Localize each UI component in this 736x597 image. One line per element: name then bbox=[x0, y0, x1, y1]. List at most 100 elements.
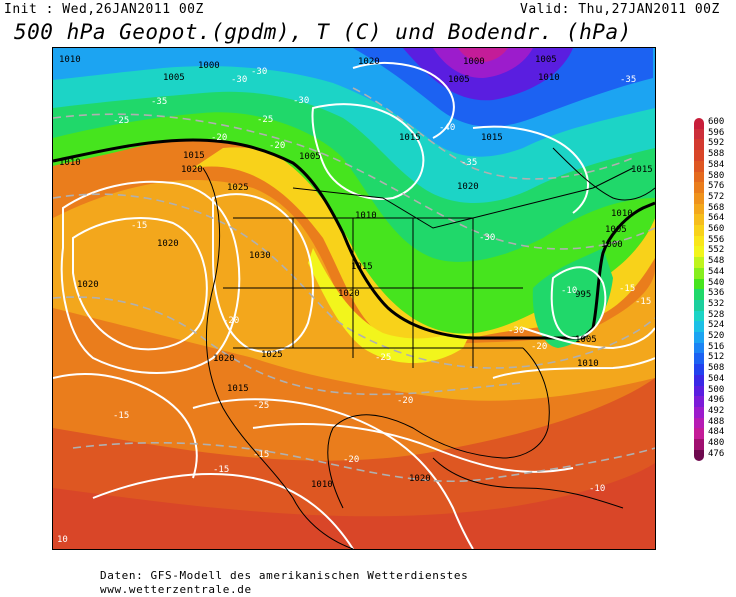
legend-label: 484 bbox=[708, 427, 725, 438]
legend-label: 508 bbox=[708, 363, 725, 374]
isobar-label: 1015 bbox=[631, 165, 653, 175]
legend-row: 500 bbox=[694, 384, 736, 397]
legend-row: 520 bbox=[694, 331, 736, 343]
legend-swatch bbox=[694, 353, 704, 365]
isobar-label: 1000 bbox=[198, 61, 220, 71]
field-purple bbox=[433, 48, 533, 78]
legend-swatch bbox=[694, 139, 704, 151]
legend-swatch bbox=[694, 299, 704, 311]
legend-label: 544 bbox=[708, 266, 725, 277]
legend-label: 580 bbox=[708, 170, 725, 181]
legend-swatch bbox=[694, 364, 704, 376]
temp-label: -20 bbox=[531, 342, 547, 352]
temp-label: -30 bbox=[231, 75, 247, 85]
legend-swatch bbox=[694, 342, 704, 354]
isobar-label: 1025 bbox=[261, 350, 283, 360]
isobar-label: 1020 bbox=[213, 354, 235, 364]
temp-label: -20 bbox=[223, 316, 239, 326]
isobar-label: 1005 bbox=[299, 152, 321, 162]
legend-row: 512 bbox=[694, 352, 736, 365]
legend-label: 500 bbox=[708, 384, 725, 395]
legend-row: 552 bbox=[694, 245, 736, 258]
legend-label: 532 bbox=[708, 298, 725, 309]
temp-label: -25 bbox=[375, 353, 391, 363]
legend-row: 528 bbox=[694, 310, 736, 322]
isobar-label: 1015 bbox=[351, 262, 373, 272]
legend-swatch bbox=[694, 428, 704, 440]
isobar-label: 1030 bbox=[249, 251, 271, 261]
legend-swatch bbox=[694, 160, 704, 172]
legend-label: 572 bbox=[708, 191, 725, 202]
legend-row: 484 bbox=[694, 427, 736, 440]
temp-label: -35 bbox=[461, 158, 477, 168]
isobar-label: 1015 bbox=[183, 151, 205, 161]
coastlines-borders bbox=[202, 147, 655, 549]
isobar-label: 1010 bbox=[355, 211, 377, 221]
legend-label: 488 bbox=[708, 416, 725, 427]
legend-row: 572 bbox=[694, 191, 736, 204]
legend-swatch bbox=[694, 406, 704, 418]
legend-swatch bbox=[694, 278, 704, 290]
temp-label: -30 bbox=[508, 326, 524, 336]
isobar-label: 1025 bbox=[227, 183, 249, 193]
temp-label: -25 bbox=[253, 401, 269, 411]
legend-swatch bbox=[694, 332, 704, 343]
chart-title: 500 hPa Geopot.(gpdm), T (C) und Bodendr… bbox=[14, 20, 632, 44]
legend-row: 568 bbox=[694, 202, 736, 215]
legend-row: 480 bbox=[694, 438, 736, 450]
legend-label: 540 bbox=[708, 277, 725, 288]
legend-row: 496 bbox=[694, 395, 736, 408]
legend-row: 492 bbox=[694, 405, 736, 418]
isobar-label: 1020 bbox=[181, 165, 203, 175]
legend-row: 584 bbox=[694, 160, 736, 172]
legend-row: 524 bbox=[694, 320, 736, 333]
isobar-label: 1020 bbox=[157, 239, 179, 249]
legend-swatch bbox=[694, 417, 704, 429]
contour-552 bbox=[53, 138, 655, 340]
data-source: Daten: GFS-Modell des amerikanischen Wet… bbox=[100, 569, 469, 582]
legend-row: 508 bbox=[694, 363, 736, 376]
temp-label: -25 bbox=[113, 116, 129, 126]
legend-row: 588 bbox=[694, 149, 736, 162]
field-red bbox=[53, 378, 655, 549]
isobar-label: 1020 bbox=[409, 474, 431, 484]
isobar-label: 1010 bbox=[59, 158, 81, 168]
legend-row: 564 bbox=[694, 213, 736, 226]
legend-swatch bbox=[694, 246, 704, 258]
legend-label: 492 bbox=[708, 405, 725, 416]
isobar-label: 1020 bbox=[77, 280, 99, 290]
temp-label: -20 bbox=[343, 455, 359, 465]
temp-label: -20 bbox=[269, 141, 285, 151]
legend-label: 480 bbox=[708, 438, 725, 448]
legend-row: 600 bbox=[694, 117, 736, 129]
isobar-label: 1015 bbox=[399, 133, 421, 143]
legend-swatch bbox=[694, 171, 704, 183]
temp-label: -10 bbox=[589, 484, 605, 494]
legend-row: 540 bbox=[694, 277, 736, 290]
isotherms bbox=[53, 87, 655, 483]
legend-row: 596 bbox=[694, 128, 736, 140]
legend-label: 520 bbox=[708, 331, 725, 341]
isobar-label: 1010 bbox=[59, 55, 81, 65]
legend-row: 560 bbox=[694, 224, 736, 236]
legend-label: 564 bbox=[708, 213, 725, 224]
legend-swatch bbox=[694, 396, 704, 408]
isobar-label: 1010 bbox=[311, 480, 333, 490]
temp-label: -30 bbox=[479, 233, 495, 243]
legend-row: 580 bbox=[694, 170, 736, 183]
legend-label: 588 bbox=[708, 149, 725, 160]
isobar-label: 1005 bbox=[605, 225, 627, 235]
legend-swatch bbox=[694, 128, 704, 140]
isobar-label: 1020 bbox=[457, 182, 479, 192]
legend-row: 488 bbox=[694, 416, 736, 429]
legend-label: 512 bbox=[708, 352, 725, 363]
legend-row: 504 bbox=[694, 374, 736, 386]
legend-swatch bbox=[694, 118, 704, 129]
legend-row: 576 bbox=[694, 181, 736, 194]
legend-row: 544 bbox=[694, 266, 736, 279]
legend-swatch bbox=[694, 267, 704, 279]
legend-label: 568 bbox=[708, 202, 725, 213]
legend-swatch bbox=[694, 385, 704, 397]
legend-swatch bbox=[694, 439, 704, 450]
field-orange-light bbox=[53, 179, 655, 401]
